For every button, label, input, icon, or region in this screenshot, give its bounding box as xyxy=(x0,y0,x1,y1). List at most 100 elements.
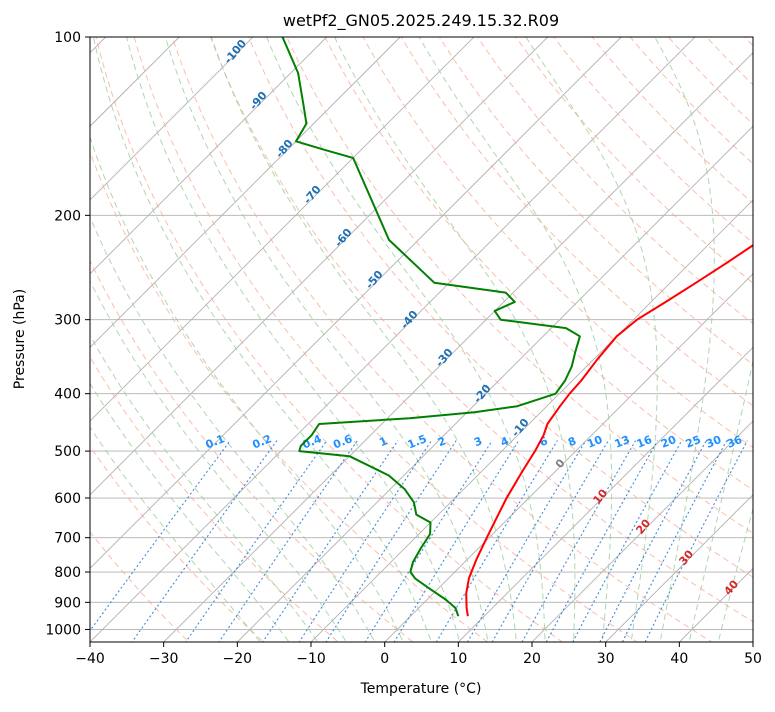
mixing-ratio-label: 1 xyxy=(377,434,389,449)
mixing-ratio-label: 25 xyxy=(684,433,703,451)
y-tick-label: 600 xyxy=(54,491,81,507)
mixing-ratio-label: 20 xyxy=(659,433,678,451)
moist-adiabat-line xyxy=(419,37,612,649)
dry-adiabat-line xyxy=(90,10,580,654)
mixing-ratio-label: 13 xyxy=(613,433,632,451)
mixing-ratio-line xyxy=(73,441,230,654)
mixing-ratio-line xyxy=(319,441,457,654)
isotherm-line xyxy=(299,10,775,654)
mixing-ratio-line xyxy=(594,441,707,654)
dry-adiabat-line xyxy=(682,10,775,654)
dry-adiabat-line xyxy=(275,10,775,654)
moist-adiabat-label: 20 xyxy=(633,516,653,536)
moist-adiabat-label: 40 xyxy=(721,577,741,597)
mixing-ratio-label: 36 xyxy=(725,433,744,451)
mixing-ratio-line xyxy=(567,441,682,654)
dry-adiabat-label: -90 xyxy=(247,89,270,113)
mixing-ratio-label: 3 xyxy=(472,434,484,449)
moist-adiabat-label: 30 xyxy=(676,547,696,567)
dry-adiabat-line xyxy=(127,10,655,654)
mixing-ratio-line xyxy=(639,441,747,654)
isotherm-line xyxy=(0,10,280,654)
x-tick-label: −30 xyxy=(149,651,179,667)
mixing-ratio-label: 16 xyxy=(635,433,654,451)
dry-adiabat-label: -40 xyxy=(398,308,421,332)
moist-adiabat-line xyxy=(165,37,489,649)
mixing-ratio-label: 0.6 xyxy=(331,432,354,451)
x-tick-label: 10 xyxy=(449,651,467,667)
dry-adiabat-line xyxy=(756,10,775,654)
dry-adiabat-line xyxy=(571,10,775,654)
grid-layer xyxy=(0,10,775,654)
dry-adiabat-label: -50 xyxy=(363,268,386,292)
moist-adiabat-line xyxy=(16,37,351,649)
dry-adiabat-label: -60 xyxy=(332,226,355,250)
x-tick-label: 50 xyxy=(744,651,762,667)
isotherm-line xyxy=(0,10,59,654)
dry-adiabat-label: -10 xyxy=(509,416,532,440)
x-tick-label: 0 xyxy=(380,651,389,667)
y-tick-label: 700 xyxy=(54,531,81,547)
dry-adiabat-label: -80 xyxy=(273,137,296,161)
dry-adiabat-line xyxy=(423,10,775,654)
moist-adiabat-line xyxy=(0,37,266,649)
y-tick-label: 900 xyxy=(54,595,81,611)
dry-adiabat-label: -20 xyxy=(471,382,494,406)
mixing-ratio-line xyxy=(358,441,492,654)
y-tick-label: 500 xyxy=(54,444,81,460)
x-tick-label: 30 xyxy=(597,651,615,667)
y-tick-label: 400 xyxy=(54,387,81,403)
y-axis-label: Pressure (hPa) xyxy=(12,289,28,389)
dry-adiabat-label: -100 xyxy=(221,37,249,67)
x-tick-label: 20 xyxy=(523,651,541,667)
y-tick-label: 800 xyxy=(54,565,81,581)
x-tick-label: −40 xyxy=(75,651,105,667)
x-tick-label: −10 xyxy=(296,651,326,667)
mixing-ratio-label: 1.5 xyxy=(406,432,429,451)
dry-adiabat-label: -30 xyxy=(433,346,456,370)
moist-adiabat-label: 10 xyxy=(590,486,610,506)
mixing-ratio-line xyxy=(255,441,398,654)
isotherm-line xyxy=(520,10,775,654)
moist-adiabat-line xyxy=(127,37,462,649)
mixing-ratio-line xyxy=(211,441,358,654)
isotherm-line xyxy=(0,10,354,654)
dry-adiabat-line xyxy=(0,10,353,654)
series-layer xyxy=(283,37,775,616)
dry-adiabat-line xyxy=(16,10,428,654)
dry-adiabat-line xyxy=(0,10,277,654)
mixing-ratio-line xyxy=(516,441,636,654)
x-tick-label: −20 xyxy=(223,651,253,667)
isotherm-line xyxy=(78,10,722,654)
isotherm-line xyxy=(0,10,427,654)
mixing-ratio-label: 10 xyxy=(585,433,604,451)
mixing-ratio-line xyxy=(486,441,609,654)
y-tick-label: 1000 xyxy=(45,622,81,638)
isotherm-line xyxy=(0,10,206,654)
dry-adiabat-label: -70 xyxy=(301,183,324,207)
mixing-ratio-label: 30 xyxy=(704,433,723,451)
plot-frame xyxy=(90,37,753,642)
chart-title: wetPf2_GN05.2025.249.15.32.R09 xyxy=(283,11,559,31)
mixing-ratio-label: 8 xyxy=(566,434,578,449)
isotherm-line xyxy=(741,10,775,654)
mixing-ratio-label: 0.2 xyxy=(250,432,273,451)
y-tick-label: 200 xyxy=(54,208,81,224)
mixing-ratio-line xyxy=(124,441,277,654)
x-axis-label: Temperature (°C) xyxy=(360,681,482,697)
moist-adiabat-line xyxy=(688,37,775,649)
temperature-line xyxy=(466,37,775,616)
moist-adiabat-line xyxy=(0,37,294,649)
y-tick-label: 300 xyxy=(54,313,81,329)
moist-adiabat-line xyxy=(211,37,517,649)
axis-layer: −40 −30 −20 −10 0 10 20 30 40 50 100 200 300 400 500 60… xyxy=(45,30,762,667)
dry-adiabat-line xyxy=(719,10,775,654)
y-tick-label: 100 xyxy=(54,30,81,46)
dry-adiabat-line xyxy=(386,10,775,654)
mixing-ratio-line xyxy=(540,441,658,654)
x-tick-label: 40 xyxy=(670,651,688,667)
mixing-ratio-label: 4 xyxy=(499,434,511,449)
dry-adiabat-line xyxy=(53,10,504,654)
